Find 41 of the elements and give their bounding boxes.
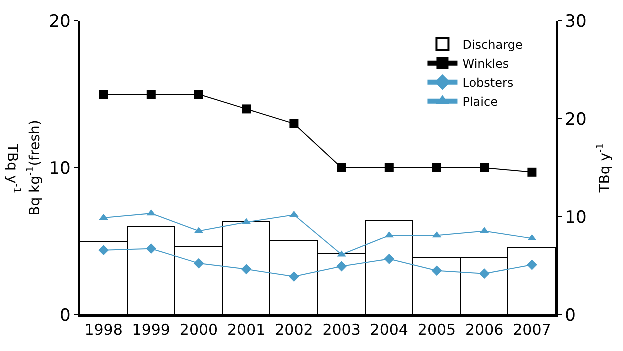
point (146, 244, 157, 254)
point (194, 90, 204, 99)
x-tick-label: 2001 (228, 320, 266, 339)
x-tick-label: 2003 (322, 320, 361, 339)
legend-label: Plaice (462, 95, 498, 109)
y-tick-label: 0 (60, 306, 71, 326)
y-tick-label: 10 (49, 158, 71, 179)
point (384, 254, 395, 264)
legend-label: Discharge (462, 38, 523, 52)
legend-label: Winkles (462, 57, 510, 71)
point (99, 90, 108, 99)
point (290, 119, 299, 128)
point (336, 261, 347, 272)
point (432, 266, 442, 276)
point (146, 90, 156, 99)
point (194, 258, 204, 269)
x-tick-label: 2000 (180, 320, 218, 339)
point (98, 245, 109, 256)
point (384, 164, 394, 172)
point (432, 164, 442, 172)
y2-tick-label: 30 (565, 12, 587, 32)
y2-tick-label: 0 (565, 306, 576, 326)
x-tick-label: 2002 (275, 320, 314, 339)
y2-tick-label: 10 (565, 208, 587, 228)
point (479, 268, 490, 280)
x-tick-label: 2005 (418, 320, 456, 339)
x-tick-label: 2004 (370, 320, 408, 339)
point (241, 264, 252, 275)
x-tick-label: 1999 (132, 320, 170, 339)
x-tick-label: 1998 (84, 320, 123, 339)
x-tick-label: 2006 (466, 320, 504, 339)
point (480, 164, 490, 172)
y-tick-label: 20 (49, 12, 71, 32)
legend-label: Lobsters (462, 76, 514, 90)
x-tick-label: 2007 (513, 320, 552, 339)
point (242, 104, 252, 114)
point (337, 164, 346, 172)
point (289, 272, 300, 282)
point (528, 168, 537, 177)
point (527, 260, 538, 270)
y2-tick-label: 20 (565, 110, 587, 130)
